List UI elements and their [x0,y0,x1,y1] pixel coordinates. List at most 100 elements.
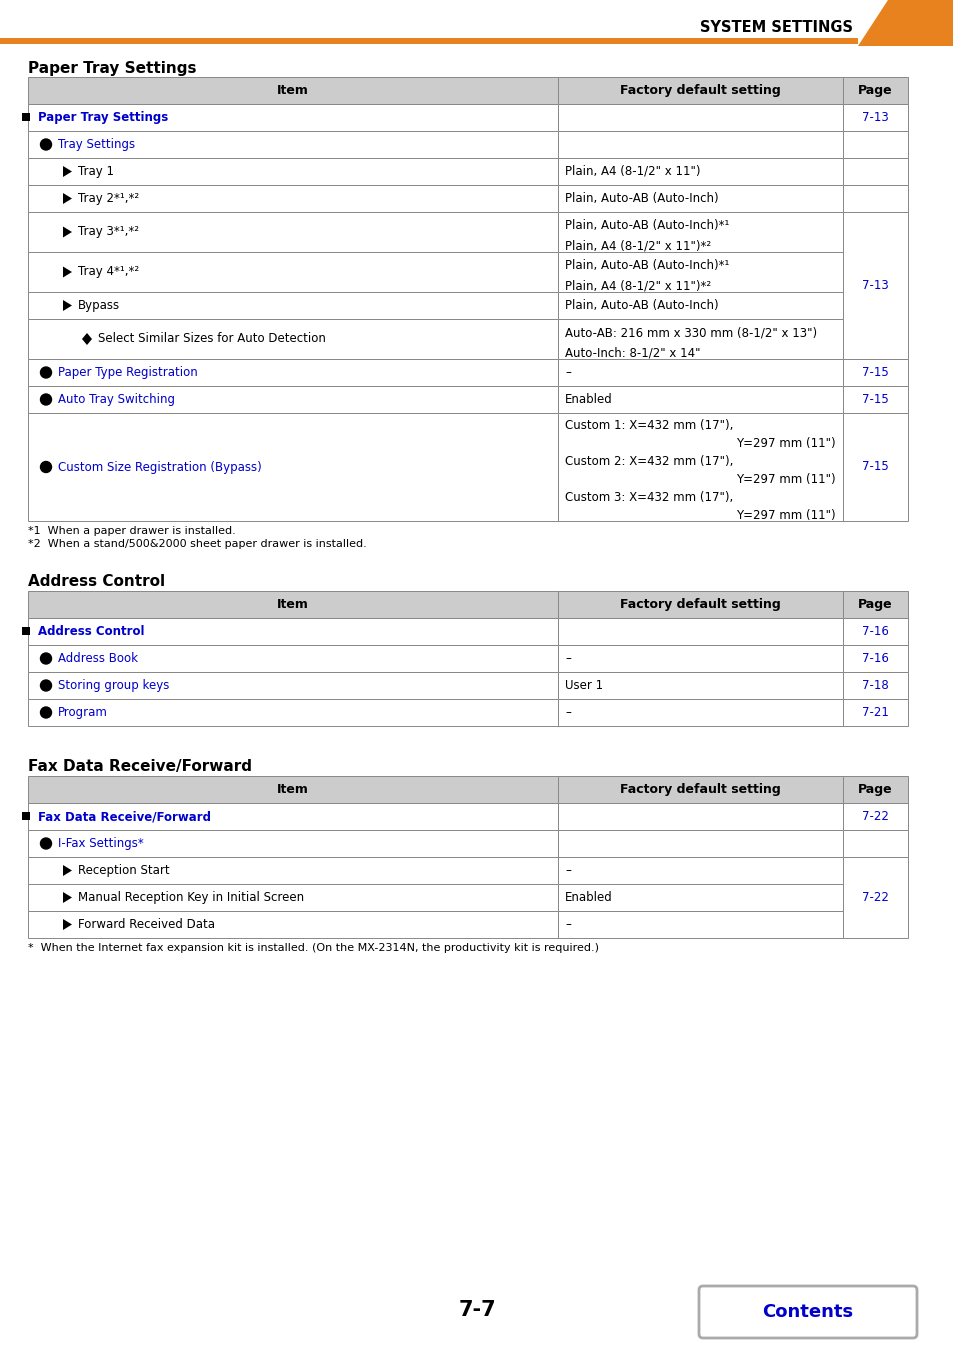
Text: Select Similar Sizes for Auto Detection: Select Similar Sizes for Auto Detection [98,332,326,346]
Circle shape [40,838,51,848]
Text: Page: Page [858,598,892,611]
Text: Custom 3: X=432 mm (17"),: Custom 3: X=432 mm (17"), [564,492,733,504]
Text: Contents: Contents [761,1302,853,1321]
Text: *2  When a stand/500&2000 sheet paper drawer is installed.: *2 When a stand/500&2000 sheet paper dra… [28,539,366,549]
Text: Y=297 mm (11"): Y=297 mm (11") [736,509,835,521]
Text: 7-16: 7-16 [862,626,888,638]
Text: Address Control: Address Control [38,626,144,638]
Polygon shape [63,193,71,204]
Text: 7-7: 7-7 [457,1300,496,1320]
Bar [28,77,558,104]
Bar [28,857,558,884]
Bar [558,212,842,253]
Bar [28,131,558,158]
Bar [558,802,842,830]
Bar [28,292,558,319]
Text: Plain, Auto-AB (Auto-Inch)*¹: Plain, Auto-AB (Auto-Inch)*¹ [564,259,729,273]
Text: Plain, A4 (8-1/2" x 11")*²: Plain, A4 (8-1/2" x 11")*² [564,280,710,293]
Bar [28,830,558,857]
Bar [28,775,558,802]
Text: Plain, A4 (8-1/2" x 11")*²: Plain, A4 (8-1/2" x 11")*² [564,239,710,253]
Polygon shape [63,892,71,902]
Text: Tray 3*¹,*²: Tray 3*¹,*² [78,226,139,239]
Text: Bypass: Bypass [78,299,120,312]
Polygon shape [63,865,71,875]
Bar [842,644,907,671]
Bar [28,386,558,413]
Text: Paper Tray Settings: Paper Tray Settings [38,111,168,124]
Text: 7-22: 7-22 [862,811,888,823]
Text: 7-15: 7-15 [862,366,888,380]
Bar [842,671,907,698]
Bar [22,113,30,122]
Text: –: – [564,653,570,665]
Polygon shape [63,919,71,929]
Bar [558,857,842,884]
Bar [28,884,558,911]
Bar [28,413,558,521]
Text: Item: Item [276,84,309,97]
Bar [28,698,558,725]
Text: Auto Tray Switching: Auto Tray Switching [58,393,174,407]
Circle shape [40,394,51,405]
FancyBboxPatch shape [699,1286,916,1337]
Text: Custom 1: X=432 mm (17"),: Custom 1: X=432 mm (17"), [564,419,733,432]
Bar [842,158,907,185]
Polygon shape [63,227,71,238]
Text: Y=297 mm (11"): Y=297 mm (11") [736,438,835,450]
Text: Tray 4*¹,*²: Tray 4*¹,*² [78,266,139,278]
Circle shape [40,707,51,717]
Text: *  When the Internet fax expansion kit is installed. (On the MX-2314N, the produ: * When the Internet fax expansion kit is… [28,943,598,952]
Text: Fax Data Receive/Forward: Fax Data Receive/Forward [28,759,252,774]
Bar [558,359,842,386]
Polygon shape [63,166,71,177]
Bar [558,698,842,725]
Bar [558,775,842,802]
Bar [28,253,558,292]
Text: Paper Tray Settings: Paper Tray Settings [28,61,196,76]
Bar [558,319,842,359]
Bar [28,671,558,698]
Text: Factory default setting: Factory default setting [619,84,781,97]
Bar [28,802,558,830]
Text: SYSTEM SETTINGS: SYSTEM SETTINGS [700,20,852,35]
Text: –: – [564,865,570,877]
Bar [558,830,842,857]
Circle shape [40,367,51,378]
Circle shape [40,680,51,690]
Bar [842,212,907,359]
Bar [558,292,842,319]
Text: Page: Page [858,84,892,97]
Bar [558,253,842,292]
Bar [842,413,907,521]
Text: Custom Size Registration (Bypass): Custom Size Registration (Bypass) [58,461,261,473]
Bar [857,0,953,46]
Bar [28,590,558,617]
Text: Factory default setting: Factory default setting [619,784,781,796]
Text: –: – [564,366,570,380]
Bar [28,158,558,185]
Text: Plain, Auto-AB (Auto-Inch): Plain, Auto-AB (Auto-Inch) [564,299,718,312]
Circle shape [40,462,51,473]
Bar [842,617,907,644]
Circle shape [40,653,51,663]
Text: Plain, Auto-AB (Auto-Inch)*¹: Plain, Auto-AB (Auto-Inch)*¹ [564,219,729,232]
Polygon shape [63,266,71,277]
Bar [558,185,842,212]
Text: 7-21: 7-21 [862,707,888,719]
Bar [842,131,907,158]
Text: *1  When a paper drawer is installed.: *1 When a paper drawer is installed. [28,526,235,536]
Bar [842,590,907,617]
Text: Tray 2*¹,*²: Tray 2*¹,*² [78,192,139,205]
Text: 7-18: 7-18 [862,680,888,692]
Bar [22,627,30,635]
Bar [558,671,842,698]
Bar [558,617,842,644]
Text: Address Book: Address Book [58,653,138,665]
Bar [28,617,558,644]
Text: 7-16: 7-16 [862,653,888,665]
Text: 7-22: 7-22 [862,892,888,904]
Bar [28,185,558,212]
Bar [558,413,842,521]
Bar [28,104,558,131]
